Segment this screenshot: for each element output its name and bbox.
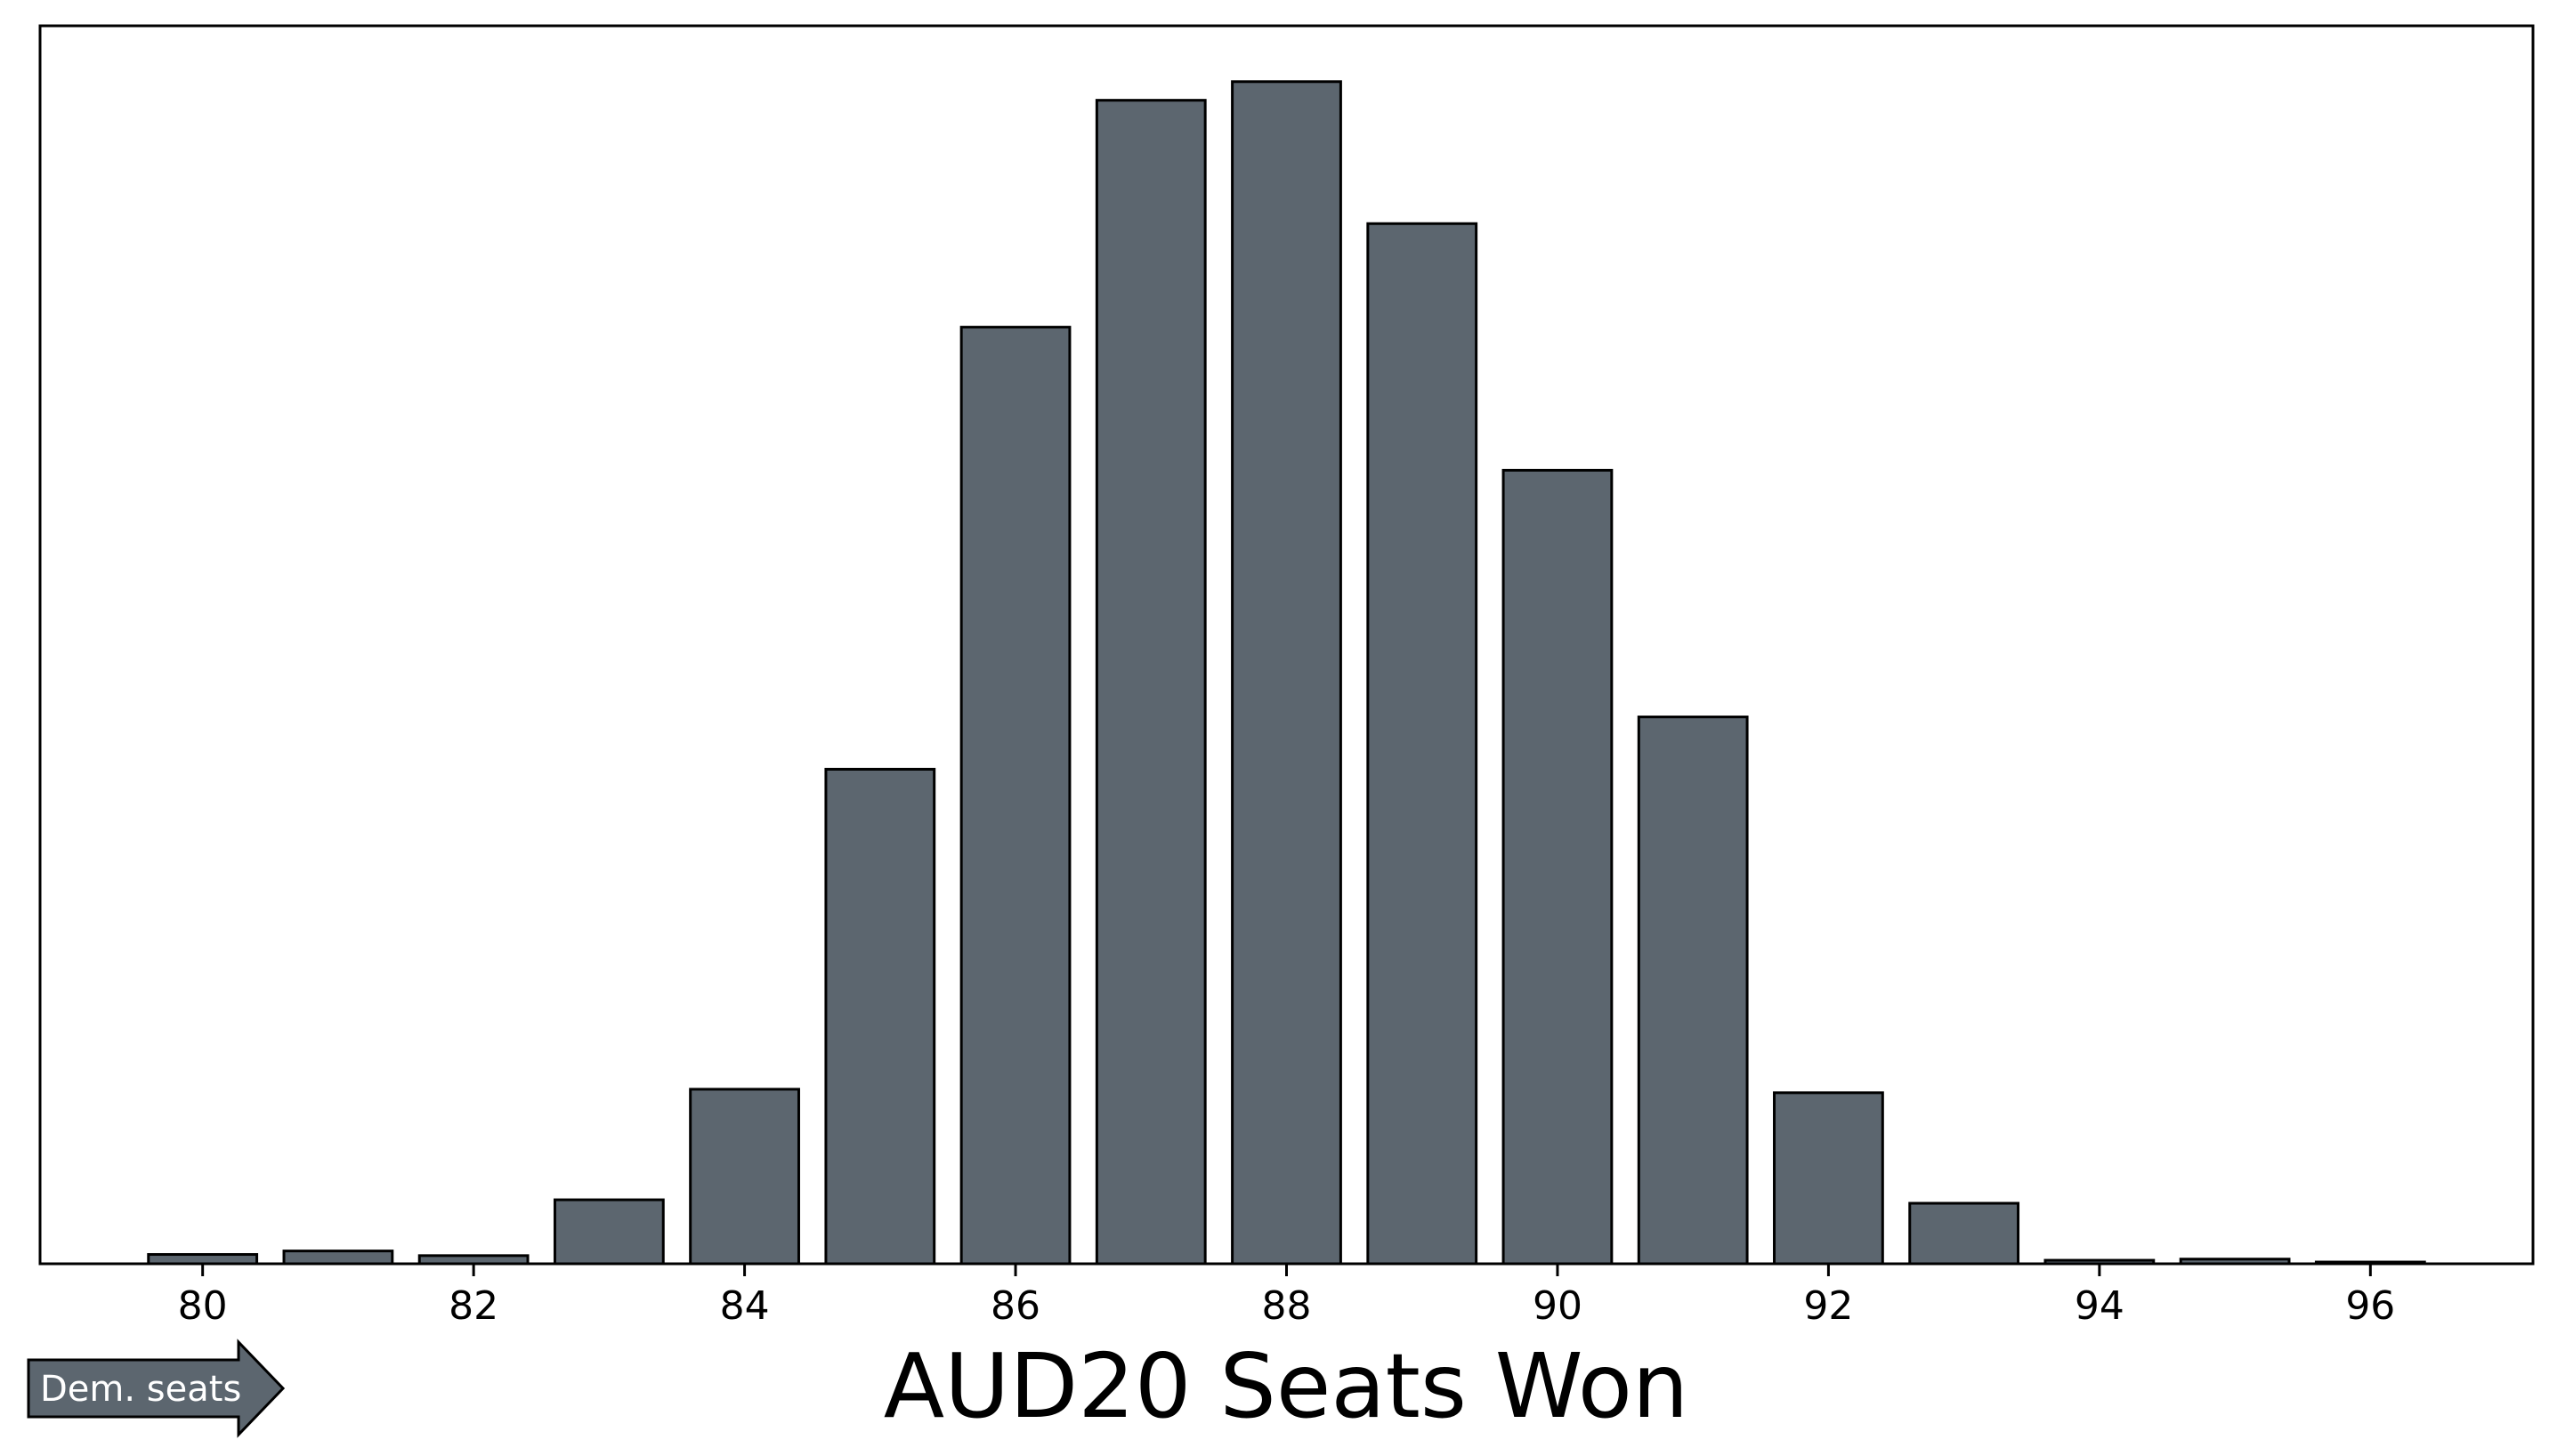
x-tick-label-96: 96 — [2345, 1283, 2395, 1329]
x-tick-label-94: 94 — [2075, 1283, 2124, 1329]
bar-89 — [1366, 222, 1478, 1266]
arrow-label: Dem. seats — [40, 1369, 241, 1410]
bar-86 — [959, 326, 1072, 1266]
x-ticks: 80 82 84 86 88 90 92 94 96 — [178, 1264, 2395, 1329]
bar-93 — [1908, 1201, 2020, 1266]
bar-90 — [1501, 468, 1614, 1266]
bars — [147, 80, 2426, 1266]
bar-92 — [1773, 1091, 1884, 1266]
bar-87 — [1095, 99, 1207, 1266]
x-tick-label-84: 84 — [720, 1283, 770, 1329]
arrow-icon — [27, 1339, 286, 1438]
bar-83 — [553, 1198, 665, 1266]
x-tick-label-86: 86 — [991, 1283, 1040, 1329]
bar-84 — [689, 1088, 800, 1266]
x-tick-label-80: 80 — [178, 1283, 228, 1329]
bar-91 — [1637, 716, 1749, 1266]
bar-81 — [282, 1250, 394, 1266]
bar-80 — [147, 1253, 259, 1266]
x-tick-label-88: 88 — [1262, 1283, 1312, 1329]
dem-seats-arrow: Dem. seats — [27, 1339, 286, 1438]
bar-85 — [824, 767, 936, 1266]
x-tick-label-90: 90 — [1533, 1283, 1582, 1329]
x-tick-label-82: 82 — [449, 1283, 498, 1329]
x-axis-title: AUD20 Seats Won — [884, 1334, 1689, 1438]
x-tick-label-92: 92 — [1803, 1283, 1853, 1329]
bar-88 — [1231, 80, 1342, 1266]
